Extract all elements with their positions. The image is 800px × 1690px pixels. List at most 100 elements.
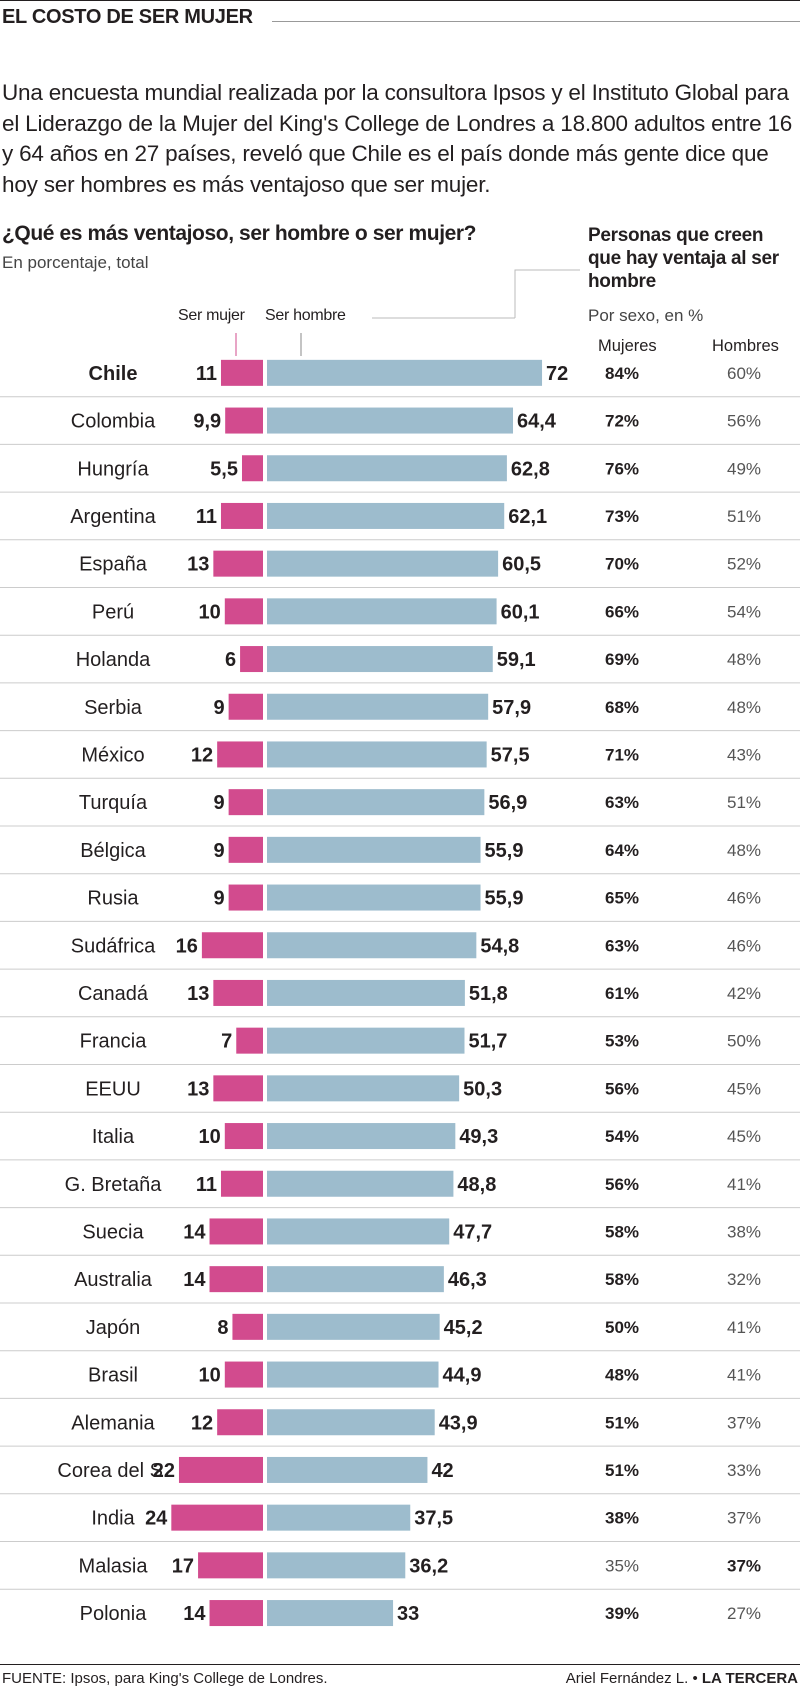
bar-ser-hombre [267,693,489,720]
data-label-ser-hombre: 47,7 [453,1221,492,1243]
bar-ser-mujer [220,359,263,386]
title-bracket-line [514,269,580,318]
table-value-mujeres: 56% [605,1175,639,1194]
data-label-ser-mujer: 14 [183,1221,206,1243]
footer-rule [0,1664,800,1665]
data-label-ser-hombre: 64,4 [517,411,557,433]
data-label-ser-hombre: 60,1 [501,601,540,623]
category-label: India [91,1508,135,1530]
data-label-ser-hombre: 42 [431,1460,453,1482]
data-label-ser-mujer: 16 [176,935,198,957]
bar-ser-hombre [267,1170,454,1197]
bar-ser-hombre [267,1313,440,1340]
bar-ser-mujer [217,741,263,768]
bar-ser-mujer [213,550,263,577]
bar-ser-mujer [225,407,263,434]
category-label: Turquía [79,792,148,814]
credit-separator: • [688,1670,702,1687]
table-value-hombres: 32% [727,1270,761,1289]
table-value-hombres: 48% [727,650,761,669]
table-value-mujeres: 63% [605,936,639,955]
table-value-hombres: 50% [727,1032,761,1051]
table-value-hombres: 43% [727,745,761,764]
bar-ser-hombre [267,741,487,768]
table-value-mujeres: 69% [605,650,639,669]
bar-ser-mujer [209,1218,263,1245]
data-label-ser-hombre: 45,2 [444,1317,483,1339]
column-header-mujeres: Mujeres [598,337,657,355]
data-label-ser-mujer: 11 [196,363,217,385]
data-label-ser-hombre: 55,9 [485,840,524,862]
category-label: Italia [92,1126,135,1148]
data-label-ser-mujer: 13 [187,1078,209,1100]
data-label-ser-hombre: 33 [397,1603,419,1625]
data-label-ser-mujer: 13 [187,554,209,576]
table-value-hombres: 46% [727,936,761,955]
table-value-mujeres: 65% [605,889,639,908]
data-label-ser-mujer: 17 [172,1555,194,1577]
bar-ser-mujer [220,502,263,529]
table-value-hombres: 41% [727,1366,761,1385]
category-label: G. Bretaña [65,1174,163,1196]
table-value-hombres: 41% [727,1318,761,1337]
table-value-mujeres: 51% [605,1413,639,1432]
bar-ser-mujer [224,1361,263,1388]
bar-ser-hombre [267,1361,439,1388]
bar-ser-hombre [267,1266,444,1293]
data-label-ser-mujer: 9 [213,697,224,719]
table-value-hombres: 37% [727,1556,761,1575]
table-value-mujeres: 35% [605,1556,639,1575]
data-label-ser-hombre: 50,3 [463,1078,502,1100]
category-label: Polonia [80,1603,148,1625]
bar-ser-hombre [267,407,514,434]
bar-ser-hombre [267,1504,411,1531]
table-value-mujeres: 53% [605,1032,639,1051]
bar-ser-hombre [267,646,493,673]
table-value-mujeres: 51% [605,1461,639,1480]
credit: Ariel Fernández L. • LA TERCERA [566,1670,798,1687]
legend-ser-mujer: Ser mujer [178,307,245,324]
table-value-hombres: 45% [727,1079,761,1098]
table-subtitle: Por sexo, en % [588,306,704,325]
table-value-hombres: 48% [727,841,761,860]
bar-ser-mujer [209,1266,263,1293]
category-label: Brasil [88,1365,138,1387]
table-value-mujeres: 50% [605,1318,639,1337]
table-value-mujeres: 76% [605,459,639,478]
data-label-ser-mujer: 11 [196,1174,217,1196]
bar-ser-mujer [240,646,263,673]
category-label: España [79,554,148,576]
data-label-ser-mujer: 11 [196,506,217,528]
data-label-ser-hombre: 57,9 [492,697,531,719]
data-label-ser-hombre: 51,8 [469,983,508,1005]
bar-ser-mujer [224,598,263,625]
data-label-ser-mujer: 22 [153,1460,175,1482]
data-label-ser-hombre: 62,1 [508,506,547,528]
table-value-hombres: 52% [727,555,761,574]
bar-ser-hombre [267,502,505,529]
table-value-mujeres: 48% [605,1366,639,1385]
category-label: Canadá [78,983,149,1005]
bar-ser-hombre [267,1600,394,1627]
table-value-hombres: 37% [727,1413,761,1432]
category-label: Francia [80,1031,148,1053]
data-label-ser-hombre: 37,5 [414,1508,453,1530]
data-label-ser-hombre: 56,9 [488,792,527,814]
author-name: Ariel Fernández L. [565,1670,689,1687]
table-value-hombres: 41% [727,1175,761,1194]
chart-subtitle: En porcentaje, total [2,253,149,272]
category-label: Sudáfrica [71,935,156,957]
table-value-hombres: 38% [727,1222,761,1241]
data-label-ser-mujer: 12 [191,1412,213,1434]
table-value-mujeres: 54% [605,1127,639,1146]
data-label-ser-hombre: 54,8 [480,935,519,957]
data-label-ser-hombre: 51,7 [468,1031,507,1053]
table-value-hombres: 48% [727,698,761,717]
bar-ser-mujer [213,979,263,1006]
data-label-ser-hombre: 60,5 [502,554,541,576]
category-label: Holanda [76,649,151,671]
title-rule [272,21,800,22]
data-label-ser-mujer: 24 [145,1508,168,1530]
data-label-ser-mujer: 9 [213,888,224,910]
category-label: EEUU [85,1078,141,1100]
